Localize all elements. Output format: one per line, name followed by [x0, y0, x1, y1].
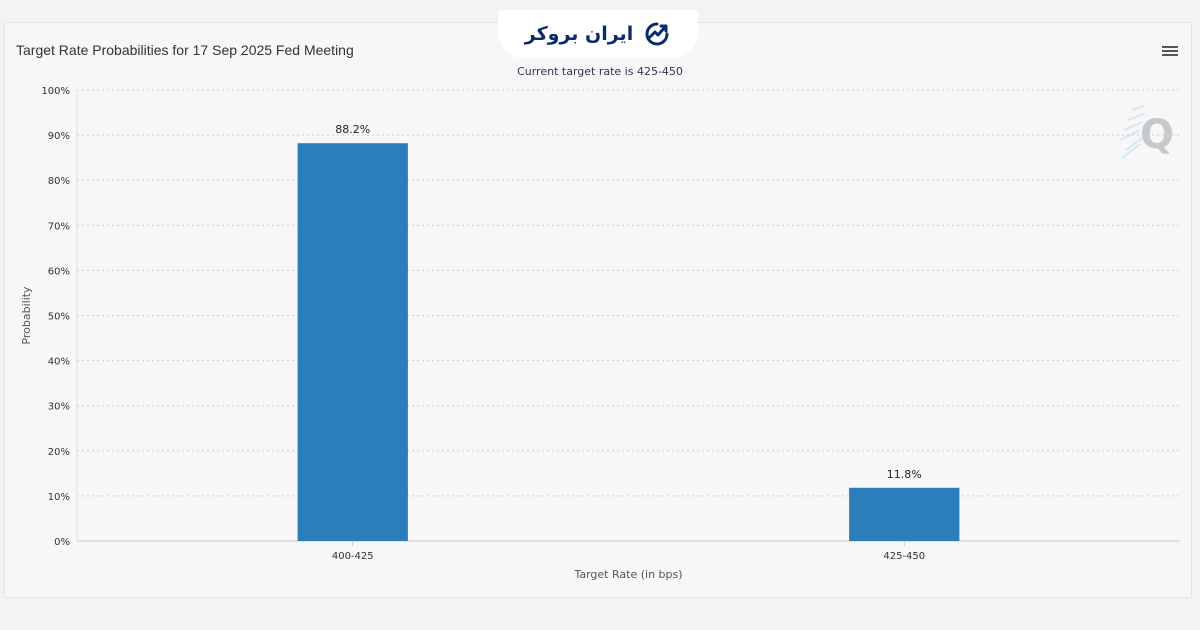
y-tick-label: 30%	[48, 402, 70, 413]
y-tick-label: 70%	[48, 221, 70, 232]
y-tick-label: 90%	[48, 131, 70, 142]
y-tick-label: 0%	[54, 537, 70, 548]
data-label: 88.2%	[335, 123, 370, 136]
x-axis-title: Target Rate (in bps)	[573, 568, 682, 581]
y-axis-title: Probability	[20, 286, 33, 345]
brand-logo-text: ایران بروکر	[524, 23, 634, 45]
chart-panel	[4, 22, 1192, 598]
data-label: 11.8%	[887, 468, 922, 481]
y-axis-ticks: 0% 10% 20% 30% 40% 50% 60% 70% 80% 90% 100%	[41, 86, 70, 548]
hamburger-icon[interactable]	[1160, 44, 1180, 62]
chart-subtitle: Current target rate is 425-450	[517, 65, 683, 78]
y-tick-label: 40%	[48, 357, 70, 368]
x-axis-ticks: 400-425 425-450	[332, 541, 925, 562]
x-tick-label: 425-450	[883, 551, 925, 562]
bar-425-450[interactable]	[849, 487, 960, 541]
grid-lines	[76, 89, 1180, 541]
y-tick-label: 100%	[41, 86, 70, 97]
chart-trend-icon	[645, 22, 669, 46]
brand-logo[interactable]: ایران بروکر	[498, 10, 698, 58]
y-tick-label: 50%	[48, 312, 70, 323]
y-tick-label: 80%	[48, 176, 70, 187]
y-tick-label: 60%	[48, 266, 70, 277]
x-tick-label: 400-425	[332, 551, 374, 562]
y-tick-label: 10%	[48, 492, 70, 503]
bar-400-425[interactable]	[297, 143, 408, 541]
y-tick-label: 20%	[48, 447, 70, 458]
bars	[297, 143, 960, 541]
chart-title: Target Rate Probabilities for 17 Sep 202…	[16, 42, 354, 58]
data-labels: 88.2% 11.8%	[335, 123, 921, 481]
